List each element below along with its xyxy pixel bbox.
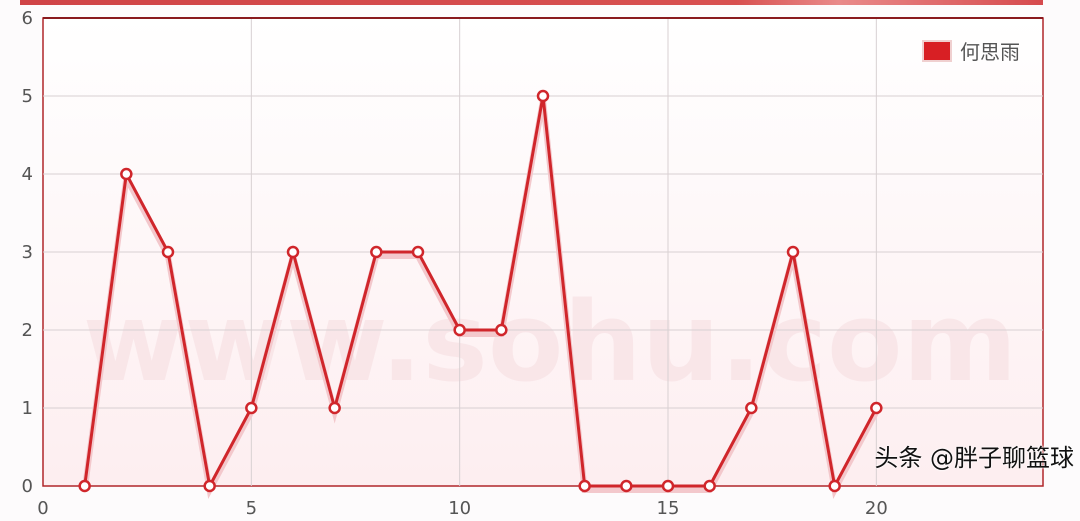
- data-point[interactable]: [411, 245, 425, 259]
- data-point[interactable]: [370, 245, 383, 259]
- top-bar: [20, 0, 1043, 5]
- data-point[interactable]: [203, 479, 216, 493]
- y-tick-label: 2: [22, 320, 33, 341]
- x-tick-label: 5: [246, 498, 257, 519]
- data-point[interactable]: [286, 245, 300, 259]
- data-point[interactable]: [620, 479, 633, 493]
- y-tick-label: 5: [22, 86, 33, 107]
- data-point[interactable]: [245, 401, 258, 415]
- sohu-watermark: www.sohu.com: [83, 278, 1017, 406]
- legend[interactable]: 何思雨: [922, 36, 1020, 65]
- x-tick-label: 10: [448, 498, 471, 519]
- y-tick-label: 3: [22, 242, 33, 263]
- data-point[interactable]: [120, 167, 133, 181]
- x-tick-label: 15: [657, 498, 680, 519]
- y-tick-label: 1: [22, 398, 33, 419]
- data-point[interactable]: [828, 479, 841, 493]
- data-point[interactable]: [703, 479, 716, 493]
- credit-watermark: 头条 @胖子聊篮球: [874, 444, 1074, 472]
- legend-swatch: [922, 39, 952, 62]
- series-line-shadow: [81, 99, 879, 500]
- data-point[interactable]: [161, 245, 175, 259]
- data-point[interactable]: [661, 479, 675, 493]
- data-point[interactable]: [745, 401, 758, 415]
- data-point[interactable]: [328, 401, 341, 415]
- legend-label: 何思雨: [960, 40, 1020, 64]
- y-tick-label: 4: [22, 164, 33, 185]
- data-point[interactable]: [495, 323, 508, 337]
- x-tick-label: 0: [37, 498, 48, 519]
- data-point[interactable]: [578, 479, 591, 493]
- data-point[interactable]: [870, 401, 883, 415]
- data-point[interactable]: [536, 89, 550, 103]
- x-tick-label: 20: [865, 498, 888, 519]
- data-point[interactable]: [78, 479, 91, 493]
- data-point[interactable]: [453, 323, 466, 337]
- series-line: [83, 94, 878, 488]
- y-tick-label: 6: [22, 8, 33, 29]
- y-tick-label: 0: [22, 476, 33, 497]
- data-point[interactable]: [786, 245, 800, 259]
